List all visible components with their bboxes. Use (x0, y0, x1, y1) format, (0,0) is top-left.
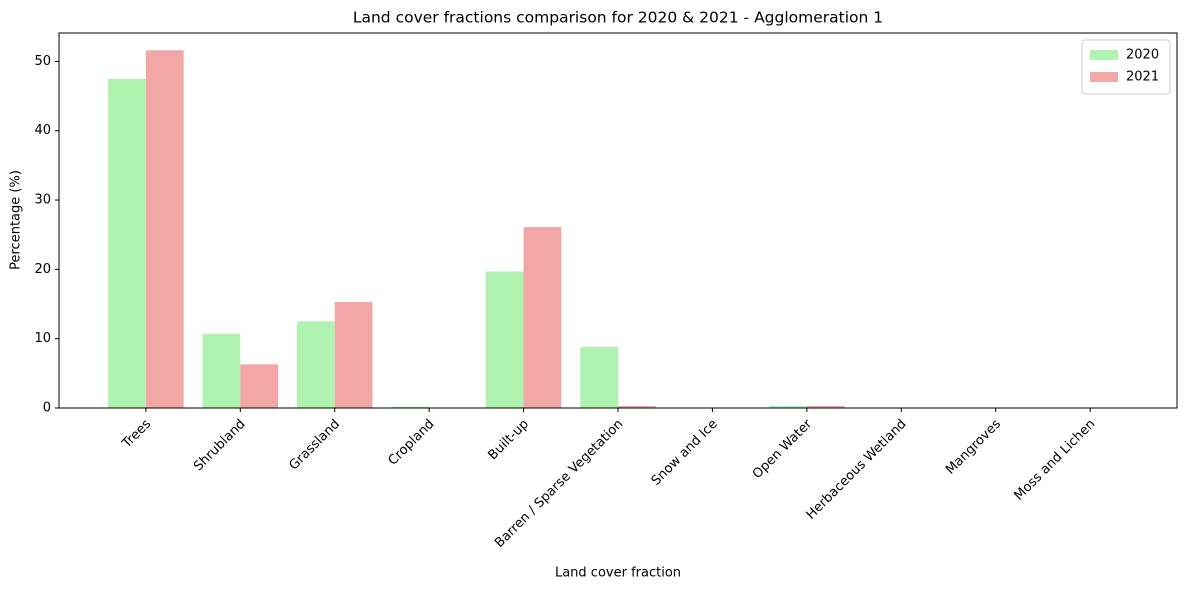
bar (240, 364, 279, 408)
legend-swatch (1090, 50, 1118, 60)
x-tick-label: Trees (119, 417, 154, 452)
legend-label: 2020 (1126, 48, 1159, 63)
y-tick-label: 50 (34, 54, 51, 69)
bar (108, 78, 146, 409)
x-tick-label: Mangroves (943, 417, 1004, 478)
y-tick-label: 20 (34, 262, 51, 277)
x-tick-label: Snow and Ice (649, 417, 721, 489)
bar (145, 50, 184, 409)
x-tick-label: Cropland (386, 417, 438, 469)
bar (580, 347, 618, 408)
bar (769, 405, 807, 408)
y-tick-label: 0 (43, 401, 51, 416)
y-tick-label: 30 (34, 193, 51, 208)
chart-title: Land cover fractions comparison for 2020… (353, 9, 883, 27)
x-tick-label: Built-up (485, 417, 531, 463)
bar (202, 333, 241, 408)
x-axis-label: Land cover fraction (555, 566, 681, 581)
bar (523, 227, 562, 408)
legend-label: 2021 (1126, 70, 1159, 85)
y-tick-label: 10 (34, 331, 51, 346)
bar (806, 405, 845, 408)
x-tick-label: Grassland (286, 417, 343, 474)
bar (391, 406, 430, 408)
y-tick-label: 40 (34, 123, 51, 138)
x-tick-label: Open Water (750, 416, 816, 482)
bar (296, 321, 335, 408)
legend-swatch (1090, 72, 1118, 82)
y-axis-label: Percentage (%) (9, 170, 24, 270)
bar (485, 271, 524, 408)
bar (334, 301, 373, 408)
x-tick-label: Moss and Lichen (1012, 417, 1099, 504)
x-tick-label: Herbaceous Wetland (804, 417, 910, 523)
x-tick-label: Shrubland (191, 417, 249, 475)
bar (618, 405, 656, 408)
